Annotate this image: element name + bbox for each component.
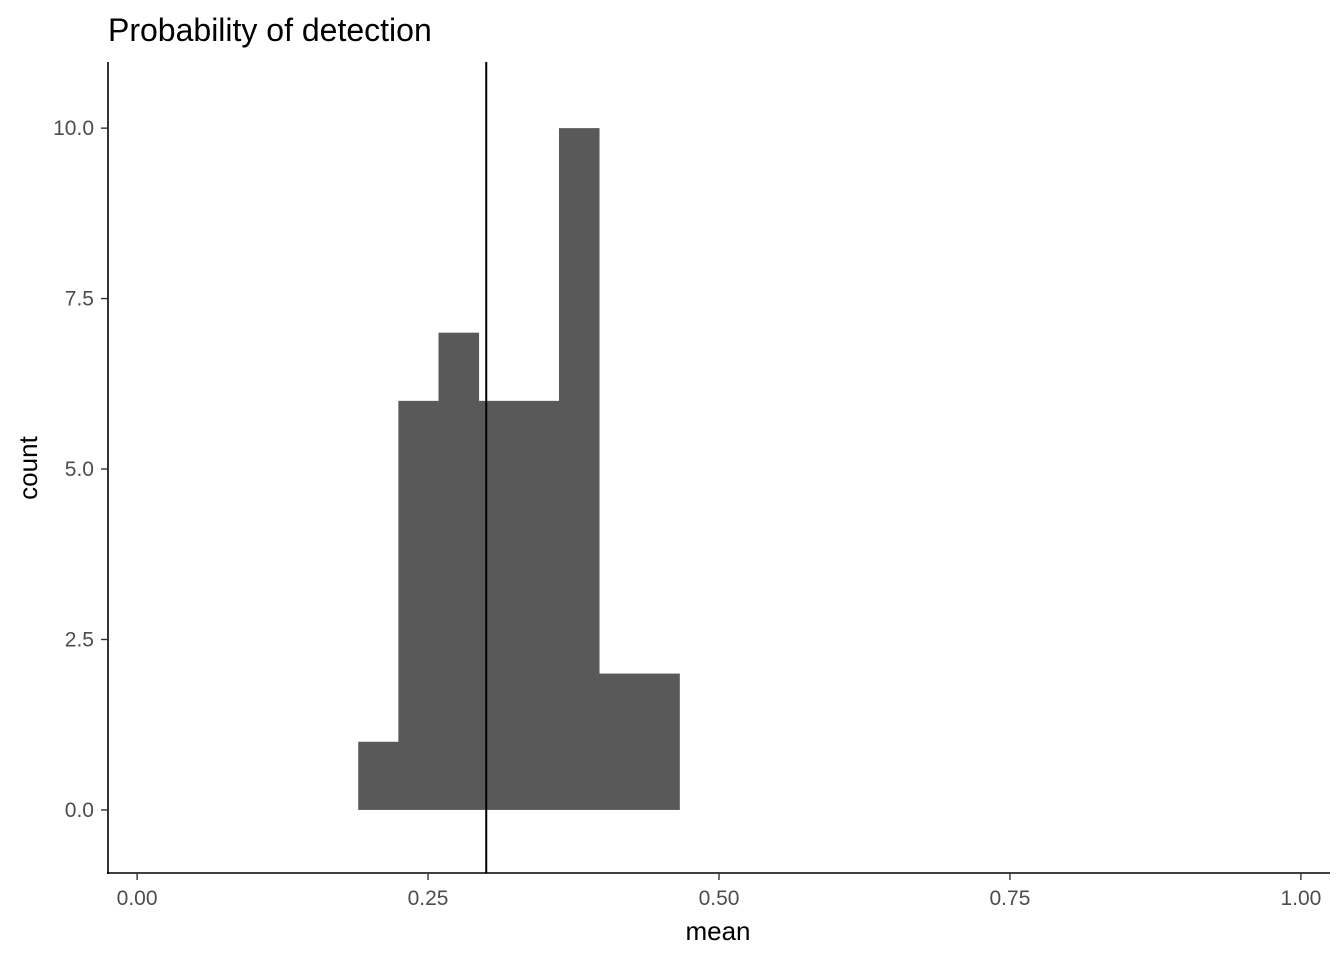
histogram-bar-2 [398, 400, 439, 810]
y-axis-ticks: 0.0 2.5 5.0 7.5 10.0 [53, 117, 108, 822]
chart-title: Probability of detection [108, 12, 432, 48]
y-axis-title: count [13, 435, 43, 499]
x-tick-label-5: 1.00 [1280, 887, 1321, 910]
y-tick-label-2: 2.5 [65, 628, 94, 651]
histogram-bar-6 [558, 128, 600, 810]
x-axis-ticks: 0.00 0.25 0.50 0.75 1.00 [117, 873, 1321, 910]
histogram-bar-4 [478, 400, 520, 810]
x-tick-label-3: 0.50 [699, 887, 740, 910]
histogram-bar-7 [599, 673, 640, 810]
y-tick-label-3: 5.0 [65, 458, 94, 481]
bars-group [358, 128, 680, 810]
histogram-bar-5 [518, 400, 560, 810]
y-tick-label-5: 10.0 [53, 117, 94, 140]
histogram-bar-1 [358, 741, 399, 810]
y-tick-label-1: 0.0 [65, 799, 94, 822]
x-tick-label-1: 0.00 [117, 887, 158, 910]
y-tick-label-4: 7.5 [65, 288, 94, 311]
histogram-bar-8 [639, 673, 680, 810]
x-tick-label-4: 0.75 [990, 887, 1031, 910]
x-axis-title: mean [685, 916, 750, 946]
histogram-bar-3 [438, 332, 480, 810]
x-tick-label-2: 0.25 [408, 887, 449, 910]
